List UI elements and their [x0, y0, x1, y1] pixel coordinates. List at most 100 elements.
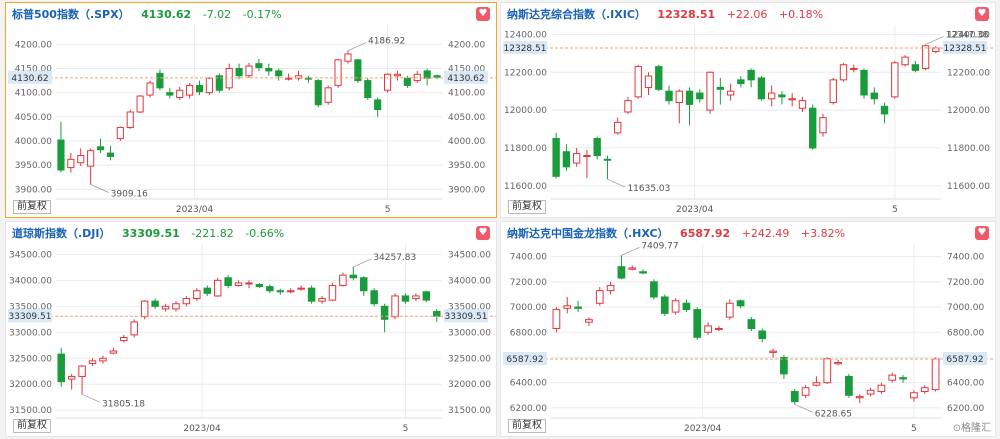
- candle-body: [706, 71, 714, 111]
- candle-body: [235, 68, 243, 77]
- candle-body: [393, 73, 402, 77]
- candle-body: [126, 111, 134, 128]
- x-tick-label: 2023/04: [183, 424, 221, 434]
- candle-body: [360, 277, 368, 292]
- candle-body: [839, 64, 848, 81]
- candle-body: [660, 296, 669, 314]
- candlestick-chart[interactable]: 34500.00 34500.00 34000.00 34000.00 33500.00…: [6, 222, 497, 437]
- candle-body: [725, 302, 734, 318]
- candle-body: [614, 121, 622, 134]
- candle-body: [172, 303, 180, 310]
- price-adjust-toggle[interactable]: 前复权: [508, 200, 546, 214]
- candle-body: [286, 290, 295, 293]
- candle-body: [855, 396, 864, 399]
- low-label: 31805.18: [102, 399, 145, 409]
- current-price-tag-left-bg: [8, 309, 52, 323]
- low-label: 3909.16: [111, 190, 148, 200]
- candle-body: [57, 139, 65, 171]
- candle-body: [790, 391, 799, 403]
- candle-body: [655, 66, 663, 90]
- price-adjust-toggle[interactable]: 前复权: [508, 419, 546, 433]
- percent-change: -0.17%: [242, 8, 282, 21]
- ixic-chart-panel[interactable]: 纳斯达克综合指数（.IXIC） 12328.51 +22.06 +0.18% ♥…: [500, 2, 996, 218]
- chart-header: 标普500指数（.SPX） 4130.62 -7.02 -0.17%: [12, 6, 290, 22]
- favorite-heart-icon[interactable]: ♥: [975, 226, 989, 240]
- candle-body: [693, 309, 702, 338]
- candle-body: [798, 100, 807, 109]
- last-price: 12328.51: [657, 8, 716, 21]
- candle-body: [685, 90, 694, 105]
- candle-body: [870, 92, 878, 100]
- last-price: 6587.92: [680, 227, 731, 240]
- candle-body: [563, 305, 572, 309]
- candle-body: [276, 290, 285, 293]
- y-tick-label-right: 12000.00: [947, 106, 990, 116]
- percent-change: +0.18%: [778, 8, 824, 21]
- high-callout-line: [347, 42, 367, 51]
- y-tick-label-left: 34000.00: [9, 276, 52, 286]
- y-tick-label-right: 31500.00: [448, 406, 491, 416]
- index-name[interactable]: 道琼斯指数（.DJI）: [12, 227, 111, 240]
- index-name[interactable]: 标普500指数（.SPX）: [12, 8, 130, 21]
- chart-header: 纳斯达克综合指数（.IXIC） 12328.51 +22.06 +0.18%: [507, 6, 831, 22]
- price-adjust-toggle[interactable]: 前复权: [13, 200, 51, 214]
- candle-body: [812, 382, 821, 386]
- high-callout-line: [353, 258, 372, 268]
- candle-body: [845, 375, 853, 396]
- y-tick-label-left: 33000.00: [9, 328, 52, 338]
- price-adjust-toggle[interactable]: 前复权: [13, 419, 51, 433]
- candle-body: [819, 117, 827, 134]
- y-tick-label-right: 32000.00: [448, 380, 491, 390]
- spx-chart-panel[interactable]: 标普500指数（.SPX） 4130.62 -7.02 -0.17% ♥ 420…: [5, 2, 497, 218]
- favorite-heart-icon[interactable]: ♥: [476, 7, 490, 21]
- watermark-logo: ⊙格隆汇: [952, 423, 991, 434]
- index-name[interactable]: 纳斯达克中国金龙指数（.HXC）: [507, 227, 669, 240]
- current-price-tag-right: 33309.51: [445, 312, 488, 322]
- low-label: 6228.65: [815, 409, 852, 419]
- y-tick-label-right: 6400.00: [947, 379, 984, 389]
- favorite-heart-icon[interactable]: ♥: [476, 226, 490, 240]
- percent-change: +3.82%: [800, 227, 846, 240]
- y-tick-label-left: 7200.00: [510, 278, 547, 288]
- index-name[interactable]: 纳斯达克综合指数（.IXIC）: [507, 8, 646, 21]
- candlestick-chart[interactable]: 4200.00 4200.00 4150.00 4150.00 4100.00 4100.…: [6, 3, 497, 218]
- y-tick-label-left: 7000.00: [510, 303, 547, 313]
- candlestick-chart[interactable]: 12400.00 12400.00 12200.00 12200.00 12000.00…: [501, 3, 996, 218]
- current-price-tag-right-bg: [444, 309, 488, 323]
- candle-body: [829, 79, 837, 104]
- candle-body: [314, 80, 322, 106]
- candle-body: [931, 358, 940, 391]
- y-tick-label-right: 3900.00: [448, 185, 485, 195]
- dji-chart-panel[interactable]: 道琼斯指数（.DJI） 33309.51 -221.82 -0.66% ♥ 34…: [5, 221, 497, 437]
- candle-body: [920, 387, 929, 393]
- y-tick-label-right: 4050.00: [448, 113, 485, 123]
- candle-body: [769, 350, 777, 353]
- candlestick-chart[interactable]: 7400.00 7400.00 7200.00 7200.00 7000.00 7000.…: [501, 222, 996, 437]
- x-tick-label: 5: [385, 205, 391, 215]
- high-callout-line: [621, 247, 640, 256]
- candle-body: [574, 306, 582, 309]
- x-tick-label: 5: [911, 424, 917, 434]
- y-tick-label-left: 4050.00: [15, 113, 52, 123]
- candle-body: [423, 70, 431, 79]
- candle-body: [328, 285, 337, 301]
- candle-body: [96, 146, 105, 151]
- x-tick-label: 2023/04: [176, 205, 214, 215]
- high-callout-line: [925, 36, 944, 45]
- candle-body: [146, 82, 154, 96]
- current-price-tag-right-bg: [943, 352, 987, 366]
- candle-body: [634, 66, 642, 98]
- candle-body: [562, 151, 571, 168]
- candle-body: [671, 300, 680, 313]
- candle-body: [57, 353, 65, 383]
- y-tick-label-right: 4150.00: [448, 65, 485, 75]
- x-tick-label: 2023/04: [676, 205, 714, 215]
- favorite-heart-icon[interactable]: ♥: [975, 7, 989, 21]
- current-price-tag-left-bg: [503, 352, 547, 366]
- candle-body: [850, 68, 858, 70]
- candle-body: [644, 75, 653, 88]
- hxc-chart-panel[interactable]: 纳斯达克中国金龙指数（.HXC） 6587.92 +242.49 +3.82% …: [500, 221, 996, 437]
- candle-body: [205, 77, 213, 94]
- candle-body: [297, 287, 305, 290]
- current-price-tag-right-bg: [444, 70, 488, 84]
